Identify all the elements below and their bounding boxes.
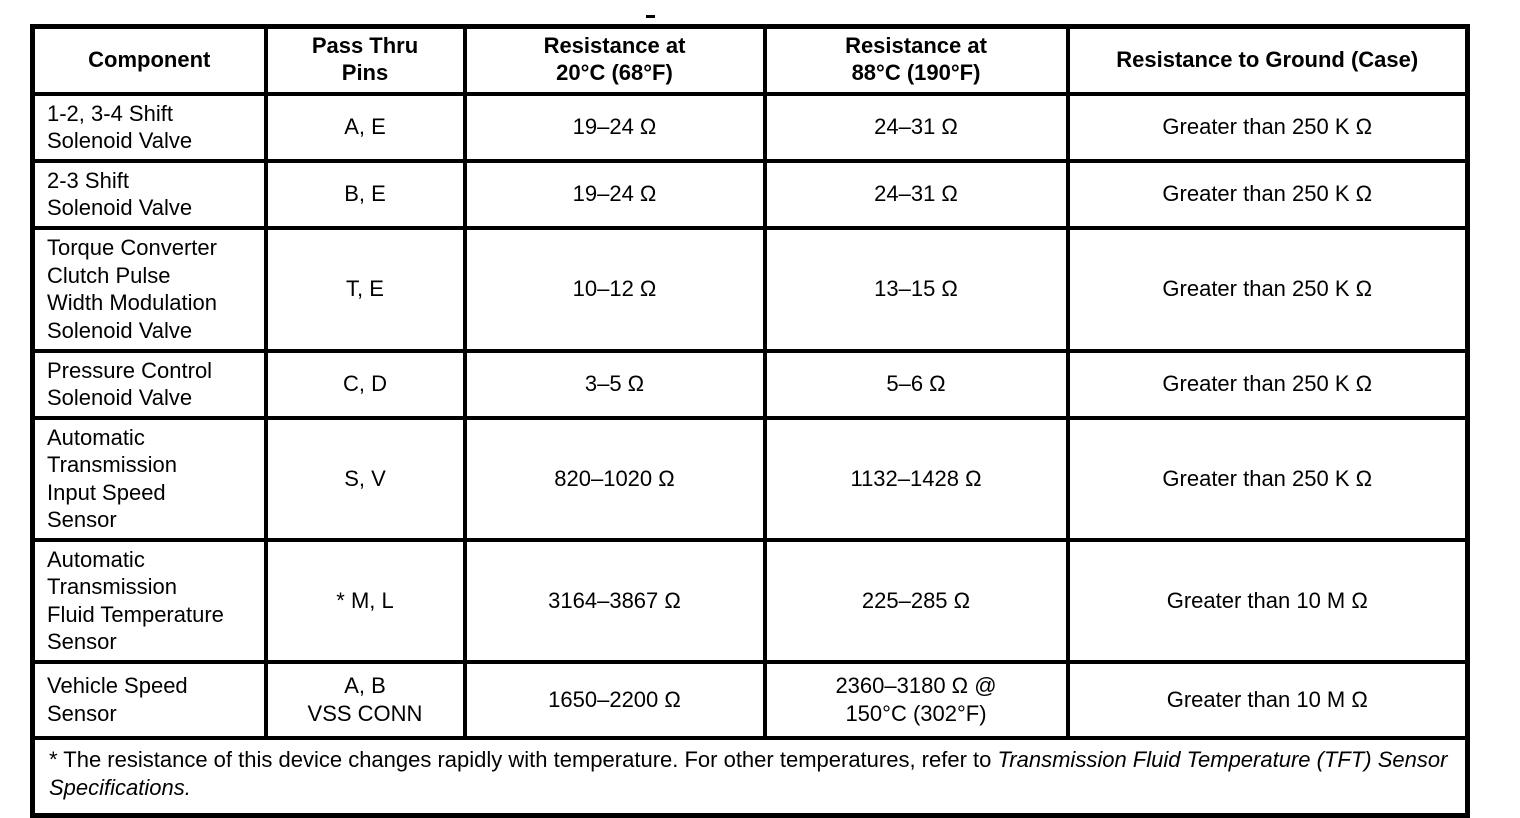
pass-thru-pins-cell: * M, L [263, 537, 467, 664]
footnote-row: * The resistance of this device changes … [30, 735, 1470, 818]
resistance-20c-cell: 19–24 Ω [462, 158, 767, 230]
component-cell: Automatic Transmission Input Speed Senso… [30, 415, 268, 542]
table-row: 2-3 Shift Solenoid Valve B, E 19–24 Ω 24… [30, 158, 1470, 230]
column-header-resistance-ground: Resistance to Ground (Case) [1065, 24, 1470, 96]
resistance-ground-cell: Greater than 250 K Ω [1065, 91, 1470, 163]
component-cell: 2-3 Shift Solenoid Valve [30, 158, 268, 230]
resistance-88c-cell: 1132–1428 Ω [762, 415, 1070, 542]
resistance-20c-cell: 10–12 Ω [462, 225, 767, 353]
table-row: Automatic Transmission Input Speed Senso… [30, 415, 1470, 542]
pass-thru-pins-cell: B, E [263, 158, 467, 230]
column-header-resistance-88c: Resistance at 88°C (190°F) [762, 24, 1070, 96]
component-cell: Pressure Control Solenoid Valve [30, 348, 268, 420]
footnote: * The resistance of this device changes … [30, 735, 1470, 818]
resistance-ground-cell: Greater than 250 K Ω [1065, 348, 1470, 420]
resistance-88c-cell: 13–15 Ω [762, 225, 1070, 353]
table-row: Vehicle Speed Sensor A, B VSS CONN 1650–… [30, 659, 1470, 740]
component-cell: Vehicle Speed Sensor [30, 659, 268, 740]
resistance-ground-cell: Greater than 250 K Ω [1065, 415, 1470, 542]
column-header-component: Component [30, 24, 268, 96]
table-row: Torque Converter Clutch Pulse Width Modu… [30, 225, 1470, 353]
pass-thru-pins-cell: C, D [263, 348, 467, 420]
footnote-text: * The resistance of this device changes … [49, 746, 998, 772]
scan-artifact-dash [646, 15, 655, 18]
resistance-ground-cell: Greater than 250 K Ω [1065, 158, 1470, 230]
table-row: Automatic Transmission Fluid Temperature… [30, 537, 1470, 664]
resistance-20c-cell: 19–24 Ω [462, 91, 767, 163]
component-cell: 1-2, 3-4 Shift Solenoid Valve [30, 91, 268, 163]
resistance-ground-cell: Greater than 10 M Ω [1065, 537, 1470, 664]
resistance-88c-cell: 24–31 Ω [762, 91, 1070, 163]
table-row: 1-2, 3-4 Shift Solenoid Valve A, E 19–24… [30, 91, 1470, 163]
table-row: Pressure Control Solenoid Valve C, D 3–5… [30, 348, 1470, 420]
resistance-20c-cell: 3164–3867 Ω [462, 537, 767, 664]
resistance-20c-cell: 1650–2200 Ω [462, 659, 767, 740]
resistance-20c-cell: 3–5 Ω [462, 348, 767, 420]
pass-thru-pins-cell: A, B VSS CONN [263, 659, 467, 740]
component-cell: Automatic Transmission Fluid Temperature… [30, 537, 268, 664]
resistance-20c-cell: 820–1020 Ω [462, 415, 767, 542]
footnote-reference: Transmission Fluid Temperature (TFT) Sen… [49, 746, 1448, 801]
resistance-ground-cell: Greater than 250 K Ω [1065, 225, 1470, 353]
component-cell: Torque Converter Clutch Pulse Width Modu… [30, 225, 268, 353]
column-header-pass-thru-pins: Pass Thru Pins [263, 24, 467, 96]
pass-thru-pins-cell: S, V [263, 415, 467, 542]
column-header-resistance-20c: Resistance at 20°C (68°F) [462, 24, 767, 96]
resistance-88c-cell: 5–6 Ω [762, 348, 1070, 420]
resistance-88c-cell: 2360–3180 Ω @ 150°C (302°F) [762, 659, 1070, 740]
pass-thru-pins-cell: A, E [263, 91, 467, 163]
pass-thru-pins-cell: T, E [263, 225, 467, 353]
resistance-ground-cell: Greater than 10 M Ω [1065, 659, 1470, 740]
header-row: Component Pass Thru Pins Resistance at 2… [30, 24, 1470, 96]
resistance-88c-cell: 225–285 Ω [762, 537, 1070, 664]
resistance-spec-table: Component Pass Thru Pins Resistance at 2… [30, 24, 1470, 818]
resistance-88c-cell: 24–31 Ω [762, 158, 1070, 230]
